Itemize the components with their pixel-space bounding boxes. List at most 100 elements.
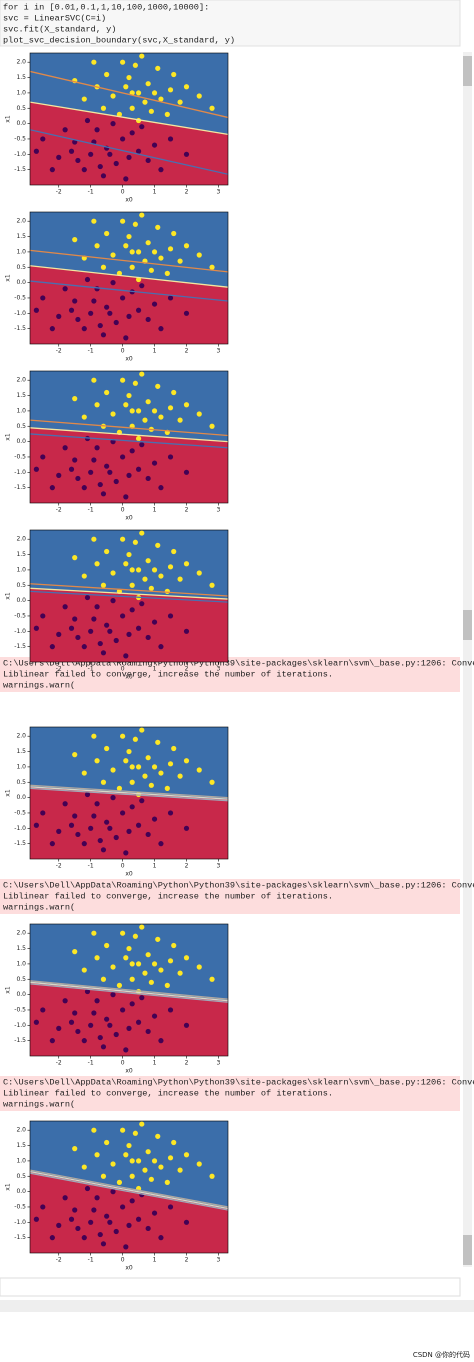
point <box>62 801 68 807</box>
point <box>145 1225 151 1232</box>
point <box>40 613 46 619</box>
point <box>110 598 116 604</box>
point <box>94 561 100 567</box>
point <box>139 727 145 733</box>
point <box>110 795 116 801</box>
point <box>183 84 190 90</box>
point <box>97 837 103 844</box>
code-line: for i in [0.01,0.1,1,10,100,1000,10000]: <box>3 2 209 12</box>
point <box>183 561 190 567</box>
point <box>139 124 145 130</box>
point <box>167 761 174 767</box>
point <box>126 1142 132 1149</box>
point <box>81 485 87 491</box>
point <box>177 1167 183 1173</box>
point <box>151 90 158 96</box>
point <box>171 230 177 237</box>
point <box>209 976 215 982</box>
point <box>167 1155 174 1161</box>
y-tick-label: 0.0 <box>16 794 26 801</box>
plot-area <box>30 371 228 503</box>
boundary-line <box>30 433 228 449</box>
point <box>167 136 174 142</box>
point <box>91 733 97 739</box>
point <box>135 435 142 442</box>
watermark: CSDN @你的代码 <box>413 1350 470 1359</box>
warning-line: C:\Users\Dell\AppData\Roaming\Python\Pyt… <box>3 880 474 890</box>
point <box>132 933 138 939</box>
point <box>91 813 97 819</box>
point <box>158 414 164 420</box>
point <box>40 1204 46 1210</box>
point <box>151 142 158 148</box>
point <box>164 111 170 117</box>
point <box>68 1216 75 1222</box>
point <box>123 1047 129 1053</box>
point <box>209 105 215 111</box>
point <box>68 625 75 631</box>
boundary-line <box>30 980 228 1000</box>
point <box>40 454 46 460</box>
y-tick-label: 1.0 <box>16 89 26 96</box>
code-cell[interactable] <box>0 0 461 47</box>
warning-line: Liblinear failed to converge, increase t… <box>3 891 333 901</box>
point <box>68 466 75 472</box>
point <box>167 613 174 619</box>
point <box>123 653 129 659</box>
point <box>84 988 91 995</box>
boundary-line <box>30 590 228 603</box>
point <box>135 1019 142 1025</box>
point <box>142 576 148 582</box>
point <box>139 798 145 804</box>
point <box>120 295 126 301</box>
point <box>91 930 97 936</box>
x-tick-label: -2 <box>56 507 62 514</box>
point <box>81 841 87 847</box>
point <box>209 423 215 429</box>
point <box>68 822 75 828</box>
y-tick-label: 2.0 <box>16 218 26 225</box>
point <box>183 758 190 764</box>
point <box>110 767 116 773</box>
scrollbar-thumb[interactable] <box>463 1235 472 1265</box>
point <box>120 613 126 619</box>
x-tick-label: 1 <box>153 1257 157 1264</box>
x-tick-label: -2 <box>56 1257 62 1264</box>
y-tick-label: -1.5 <box>14 1234 26 1241</box>
point <box>104 389 110 396</box>
point <box>129 408 135 414</box>
point <box>62 445 68 451</box>
y-tick-label: 0.0 <box>16 279 26 286</box>
point <box>183 1022 190 1028</box>
point <box>40 295 46 301</box>
x-tick-label: 1 <box>153 507 157 514</box>
point <box>151 1210 158 1216</box>
point <box>145 1028 151 1035</box>
empty-cell[interactable] <box>0 1277 461 1297</box>
point <box>158 1235 164 1241</box>
point <box>123 176 129 182</box>
y-tick-label: 0.5 <box>16 105 26 112</box>
scrollbar-thumb[interactable] <box>463 610 472 640</box>
point <box>132 221 138 227</box>
point <box>123 561 129 567</box>
point <box>129 582 135 588</box>
point <box>88 310 94 316</box>
point <box>88 1022 94 1028</box>
point <box>94 801 100 807</box>
point <box>113 478 119 485</box>
plot-area <box>30 924 228 1056</box>
point <box>94 1195 100 1201</box>
x-tick-label: 1 <box>153 666 157 673</box>
point <box>84 276 91 283</box>
point <box>123 850 129 856</box>
point <box>110 570 116 576</box>
y-tick-label: 1.5 <box>16 945 26 952</box>
scrollbar-thumb[interactable] <box>463 56 472 86</box>
point <box>94 998 100 1004</box>
point <box>123 335 129 341</box>
point <box>84 594 91 601</box>
code-line: svc = LinearSVC(C=i) <box>3 13 106 23</box>
point <box>151 460 158 466</box>
y-tick-label: 1.5 <box>16 748 26 755</box>
